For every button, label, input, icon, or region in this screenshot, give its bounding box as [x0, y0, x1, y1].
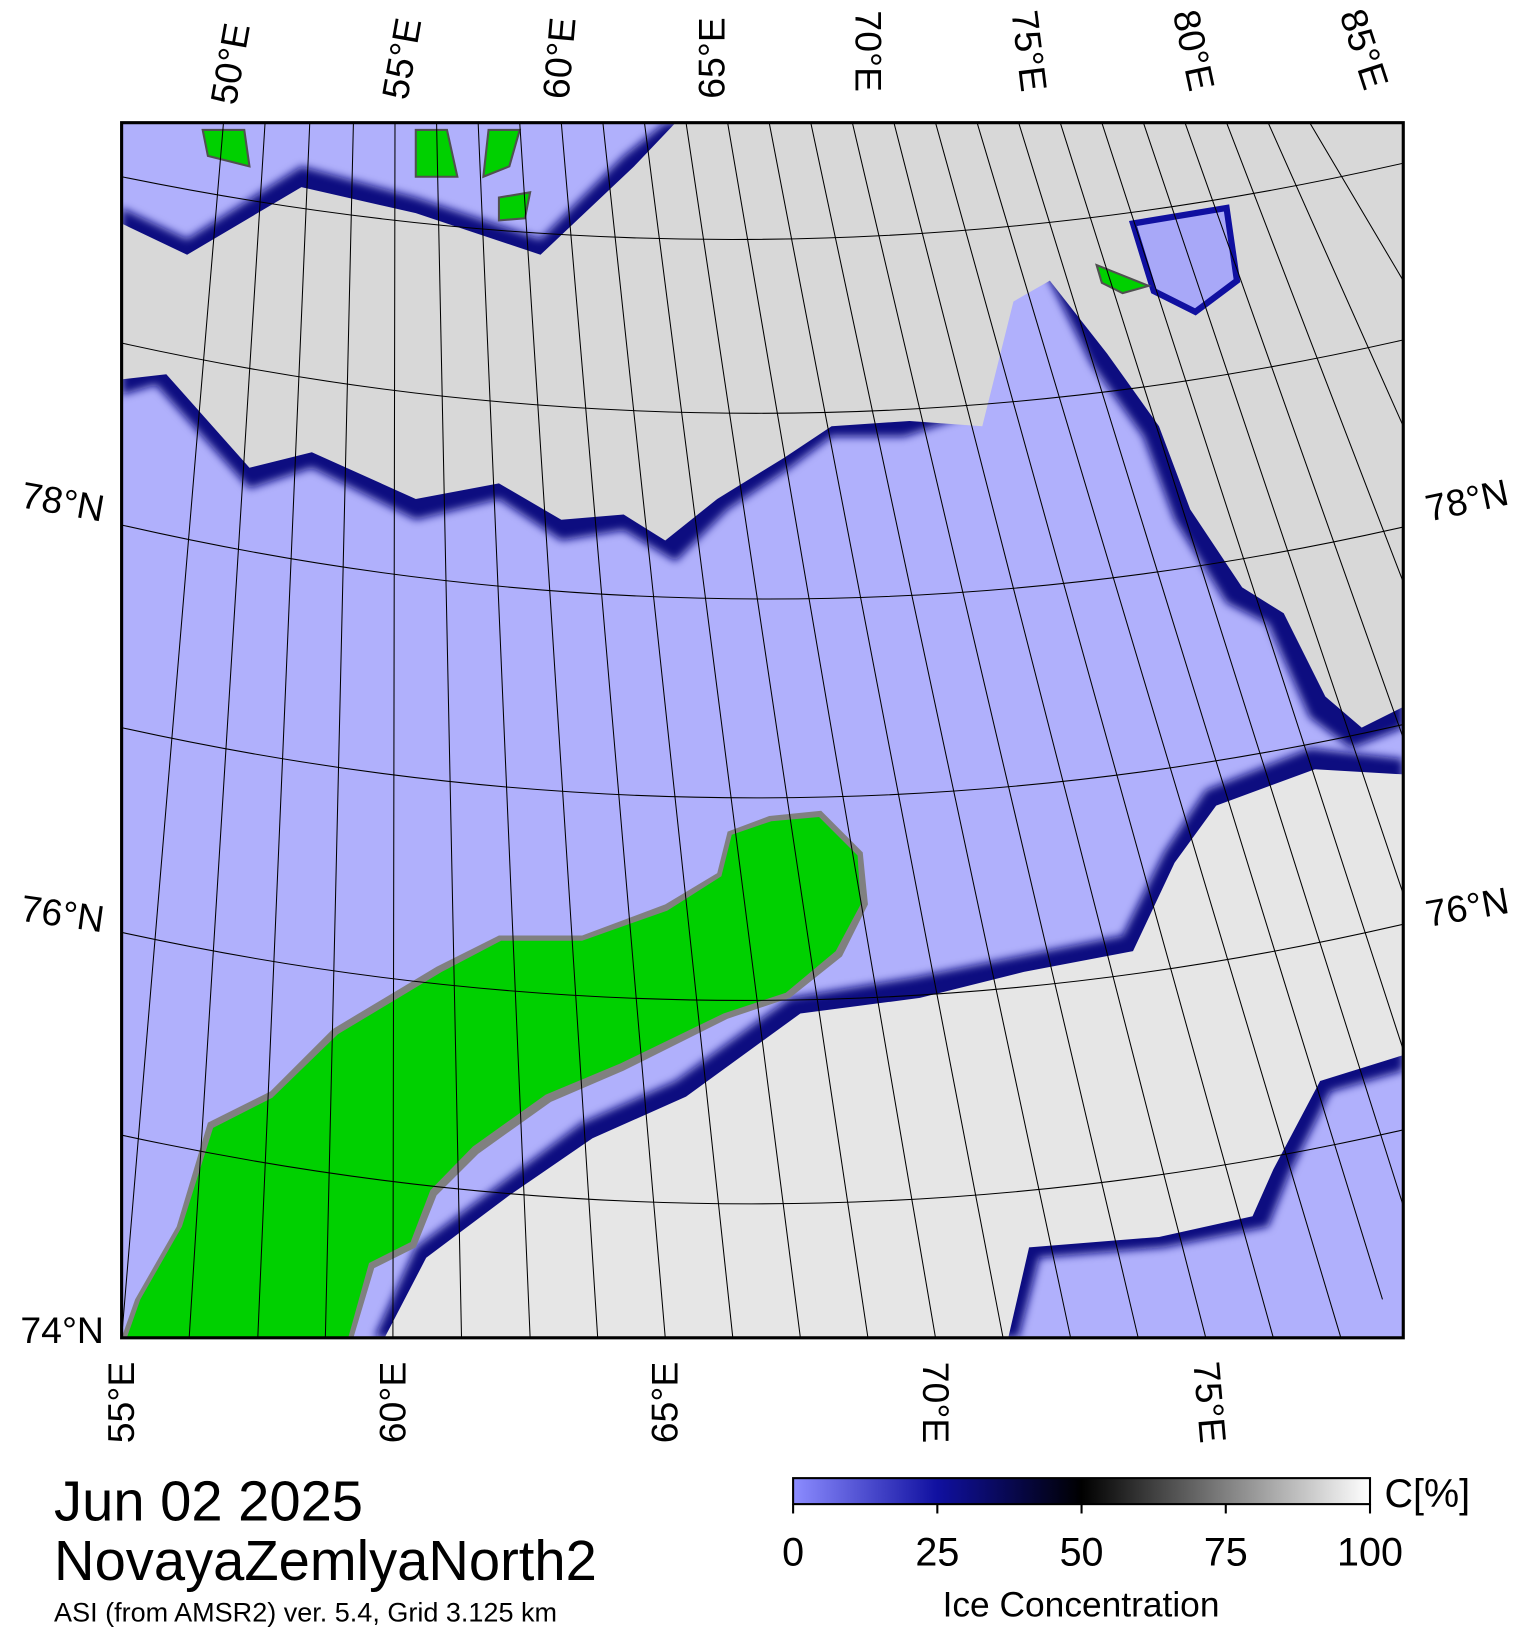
lon-label: 55°E	[100, 1362, 142, 1444]
colorbar-tick-label: 100	[1337, 1530, 1403, 1574]
lon-label-group: 50°E	[202, 20, 258, 108]
lon-label: 70°E	[915, 1362, 957, 1444]
lon-label-group: 65°E	[691, 17, 733, 99]
land	[126, 817, 861, 1338]
lon-label: 85°E	[1332, 4, 1397, 95]
lat-label: 74°N	[20, 1309, 104, 1351]
lon-label-group: 60°E	[371, 1362, 413, 1444]
lon-label: 60°E	[535, 16, 584, 101]
polynya	[1128, 204, 1241, 316]
lon-label-group: 60°E	[535, 16, 584, 101]
lon-label: 65°E	[644, 1362, 686, 1444]
lon-label: 80°E	[1165, 6, 1223, 94]
lon-label-group: 55°E	[100, 1362, 142, 1444]
lat-label-group: 78°N	[18, 474, 108, 530]
date: Jun 02 2025	[54, 1470, 363, 1533]
lon-label: 75°E	[1185, 1360, 1234, 1445]
lon-label-group: 75°E	[1004, 8, 1056, 94]
lon-label: 60°E	[371, 1362, 413, 1444]
map-area	[121, 122, 1404, 1338]
lon-label: 70°E	[847, 10, 889, 92]
land	[201, 128, 1152, 295]
lon-label-group: 75°E	[1185, 1360, 1234, 1445]
lon-label: 55°E	[374, 15, 430, 103]
lon-label-group: 65°E	[644, 1362, 686, 1444]
lat-label-group: 76°N	[18, 887, 107, 940]
lon-label-group: 85°E	[1332, 4, 1397, 95]
lon-label-group: 80°E	[1165, 6, 1223, 94]
region-name: NovayaZemlyaNorth2	[54, 1529, 597, 1592]
colorbar-ticks: 0 25 50 75 100	[782, 1504, 1403, 1574]
lat-label: 78°N	[18, 474, 108, 530]
lat-label: 76°N	[1422, 879, 1512, 935]
map-frame	[120, 121, 1405, 1340]
lon-label-group: 70°E	[847, 10, 889, 92]
lat-label: 76°N	[18, 887, 107, 940]
graticule	[121, 122, 1404, 1338]
lat-label-group: 76°N	[1422, 879, 1512, 935]
lat-label-group: 74°N	[20, 1309, 104, 1351]
lon-label: 50°E	[202, 20, 258, 108]
sea-ice	[121, 122, 1404, 728]
lon-label-group: 55°E	[374, 15, 430, 103]
colorbar-unit: C[%]	[1385, 1472, 1471, 1516]
colorbar-title: Ice Concentration	[943, 1585, 1220, 1624]
colorbar-tick-label: 25	[915, 1530, 959, 1574]
colorbar-tick-label: 75	[1204, 1530, 1248, 1574]
lat-label: 78°N	[1422, 471, 1512, 529]
lat-label-group: 78°N	[1422, 471, 1512, 529]
colorbar	[792, 1477, 1372, 1506]
lon-label: 65°E	[691, 17, 733, 99]
colorbar-tick-label: 0	[782, 1530, 804, 1574]
colorbar-tick-label: 50	[1060, 1530, 1104, 1574]
sea-ice	[384, 769, 1404, 1338]
lon-label: 75°E	[1004, 8, 1056, 94]
lon-label-group: 70°E	[915, 1362, 957, 1444]
source: ASI (from AMSR2) ver. 5.4, Grid 3.125 km	[54, 1598, 557, 1628]
